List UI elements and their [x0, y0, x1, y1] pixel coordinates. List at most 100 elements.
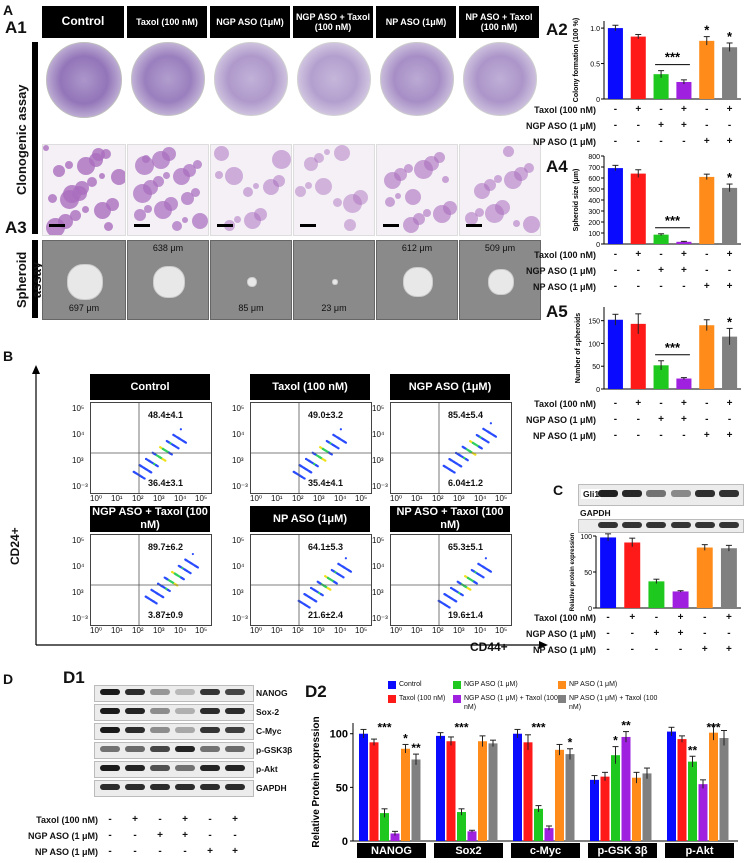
x-tick-label: 10⁴ [174, 494, 187, 503]
condition-mark: - [636, 265, 640, 276]
colony-cell [192, 213, 208, 229]
bar [390, 833, 400, 841]
x-tick-label: 10⁵ [355, 626, 368, 635]
significance-stars: *** [454, 721, 468, 735]
micrograph [376, 144, 458, 236]
upper-right-percent: 65.3±5.1 [448, 542, 483, 552]
flow-plot [90, 534, 212, 626]
bar [653, 234, 669, 244]
flow-event [315, 600, 318, 603]
spheroid [488, 269, 514, 295]
flow-y-axis-label: CD24+ [8, 527, 22, 565]
colony-cell [434, 152, 445, 163]
significance-stars: * [568, 736, 573, 750]
col-header-np-taxol: NP ASO + Taxol (100 nM) [459, 6, 539, 38]
flow-event [459, 593, 463, 596]
category-box [357, 843, 426, 858]
flow-event [154, 464, 158, 467]
blot-band [200, 727, 220, 733]
condition-label: NGP ASO (1 μM) [525, 121, 596, 131]
blot-label: GAPDH [256, 783, 287, 793]
x-tick-label: 10¹ [271, 626, 283, 635]
bar [667, 731, 676, 841]
flow-event [449, 586, 453, 590]
flow-event [478, 573, 481, 577]
x-tick-label: 10³ [313, 626, 325, 635]
colony-cell [314, 153, 324, 163]
flow-event [324, 459, 327, 462]
colony-cell [395, 193, 401, 199]
flow-event [329, 578, 332, 581]
condition-mark: + [726, 398, 733, 409]
colony-cell [503, 146, 514, 157]
condition-mark: + [635, 104, 642, 115]
y-tick-label: 10⁻³ [72, 614, 88, 623]
flow-event [459, 582, 462, 585]
flow-event [171, 581, 174, 584]
flow-event [479, 446, 483, 449]
gapdh-c-band [670, 522, 691, 528]
bar [621, 736, 631, 841]
colony-cell [63, 185, 81, 203]
bar [698, 784, 708, 841]
bar [611, 755, 620, 841]
x-tick-label: 10² [292, 626, 304, 635]
bar [722, 47, 738, 99]
y-tick-label: 0.5 [590, 62, 600, 69]
condition-mark: + [680, 104, 687, 115]
y-tick-label: 10³ [232, 588, 244, 597]
flow-event [195, 565, 199, 569]
colony-cell [214, 146, 229, 161]
flow-event [145, 468, 148, 471]
flow-event [455, 462, 458, 465]
gapdh-c-band [598, 522, 619, 528]
flow-plot-title: NGP ASO + Taxol (100 nM) [90, 506, 210, 532]
flow-event [185, 559, 188, 562]
flow-event [483, 438, 486, 442]
panel-d2-letter: D2 [305, 682, 327, 701]
flow-event [448, 606, 451, 609]
colony-cell [485, 204, 504, 223]
condition-mark: - [613, 430, 618, 441]
y-tick-label: 1.0 [590, 26, 600, 33]
colony-cell [504, 171, 522, 189]
flow-event [324, 449, 327, 452]
condition-mark: - [703, 612, 707, 623]
condition-mark: + [132, 814, 138, 825]
col-header-control: Control [42, 6, 124, 38]
blot-band [150, 689, 170, 695]
colony-cell [152, 151, 170, 169]
spheroid-image: 23 μm [293, 240, 375, 320]
blot-band [225, 727, 245, 733]
blot-label: p-GSK3β [256, 745, 293, 755]
condition-mark: + [635, 398, 642, 409]
x-tick-label: 10¹ [411, 494, 423, 503]
y-tick-label: 800 [588, 154, 600, 161]
blot-band [125, 746, 145, 752]
y-tick-label: 10⁵ [72, 404, 85, 413]
bar [630, 36, 646, 99]
significance-star: * [727, 170, 733, 185]
bar [607, 28, 623, 99]
y-tick-label: 10⁴ [372, 430, 385, 439]
colony-cell [404, 164, 413, 173]
flow-event [305, 604, 308, 607]
bar [555, 749, 564, 841]
colony-cell [215, 171, 223, 179]
flow-event [474, 453, 477, 456]
condition-mark: - [606, 644, 610, 655]
bar [630, 173, 646, 244]
flow-event [304, 457, 308, 461]
panel-a-letter: A [3, 2, 14, 18]
panel-a3-letter: A3 [5, 218, 27, 237]
condition-mark: - [705, 104, 709, 115]
x-tick-label: 10³ [153, 494, 165, 503]
flow-event [348, 570, 352, 573]
colony-cell [384, 172, 401, 189]
condition-mark: - [659, 104, 663, 115]
condition-mark: - [727, 414, 732, 425]
colony-cell [333, 198, 342, 207]
spheroid-size-label: 509 μm [484, 243, 516, 253]
category-label: p-Akt [685, 845, 713, 857]
flow-event [469, 588, 472, 591]
